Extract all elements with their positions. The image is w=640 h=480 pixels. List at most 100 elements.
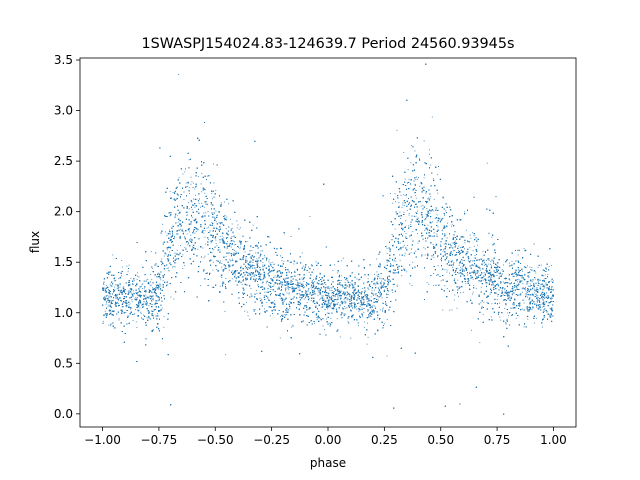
data-point: [246, 277, 248, 279]
data-point: [216, 245, 218, 247]
data-point: [367, 278, 369, 280]
data-point: [400, 194, 402, 196]
data-point: [378, 275, 380, 277]
data-point: [150, 281, 151, 283]
data-point: [525, 294, 527, 296]
data-point: [118, 278, 120, 280]
data-point: [285, 312, 287, 313]
data-point: [496, 298, 498, 300]
data-point: [543, 310, 545, 312]
data-point: [551, 265, 553, 266]
data-point: [544, 278, 546, 279]
data-point: [541, 292, 543, 294]
data-point: [491, 236, 493, 238]
data-point: [529, 297, 531, 298]
data-point: [536, 284, 538, 286]
data-point: [482, 314, 484, 316]
data-point: [320, 297, 322, 299]
data-point: [281, 260, 283, 262]
data-point: [297, 286, 299, 288]
data-point: [335, 289, 337, 291]
data-point: [517, 273, 519, 275]
data-point: [450, 225, 452, 227]
data-point: [268, 272, 270, 274]
data-point: [216, 260, 218, 262]
data-point: [108, 295, 110, 297]
data-point: [161, 307, 163, 309]
data-point: [184, 246, 186, 248]
data-point: [150, 285, 152, 287]
data-point: [270, 289, 272, 290]
data-point: [379, 277, 381, 279]
data-point: [409, 182, 411, 184]
data-point: [226, 219, 228, 221]
data-point: [339, 336, 341, 338]
data-point: [211, 193, 213, 194]
data-point: [240, 265, 242, 267]
data-point: [157, 300, 159, 302]
data-point: [291, 281, 293, 283]
data-point: [192, 182, 194, 184]
data-point: [541, 297, 543, 299]
data-point: [335, 308, 337, 310]
data-point: [527, 296, 529, 298]
data-point: [402, 246, 404, 248]
data-point: [138, 305, 140, 307]
data-point: [286, 314, 288, 316]
data-point: [191, 201, 193, 203]
data-point: [253, 309, 255, 311]
data-point: [343, 299, 345, 301]
data-point: [162, 223, 163, 225]
data-point: [279, 270, 281, 272]
data-point: [447, 222, 448, 224]
data-point: [528, 272, 530, 274]
data-point: [542, 326, 543, 328]
data-point: [439, 244, 441, 246]
data-point: [289, 307, 291, 309]
data-point: [163, 315, 165, 317]
data-point: [521, 288, 523, 290]
data-point: [166, 268, 168, 269]
data-point: [472, 291, 474, 293]
data-point: [115, 284, 117, 286]
data-point: [363, 283, 365, 285]
data-point: [104, 290, 106, 292]
data-point: [137, 275, 139, 277]
data-point: [255, 278, 257, 279]
data-point: [311, 288, 313, 290]
data-point: [215, 210, 217, 212]
data-point: [417, 242, 419, 244]
data-point: [206, 175, 208, 177]
data-point: [405, 220, 407, 222]
data-point: [201, 172, 203, 174]
data-point: [331, 287, 333, 289]
data-point: [143, 314, 144, 316]
data-point: [455, 245, 457, 246]
data-point: [360, 298, 362, 300]
data-point: [155, 295, 157, 297]
data-point: [256, 258, 258, 260]
data-point: [128, 291, 130, 293]
data-point: [310, 286, 312, 288]
data-point: [433, 256, 435, 258]
data-point: [211, 286, 213, 288]
data-point: [108, 291, 110, 293]
data-point: [536, 287, 538, 288]
data-point: [107, 305, 109, 307]
data-point: [221, 266, 223, 268]
data-point: [507, 312, 509, 314]
data-point: [116, 288, 118, 290]
data-point: [457, 286, 459, 288]
data-point: [542, 285, 544, 287]
data-point: [436, 274, 437, 276]
data-point: [347, 298, 349, 300]
data-point: [353, 289, 355, 291]
data-point: [544, 274, 546, 276]
data-point: [297, 281, 299, 283]
data-points: [102, 63, 554, 415]
data-point: [109, 295, 111, 297]
data-point: [506, 318, 508, 320]
data-point: [331, 292, 333, 294]
data-point: [398, 205, 400, 207]
data-point: [294, 270, 296, 272]
